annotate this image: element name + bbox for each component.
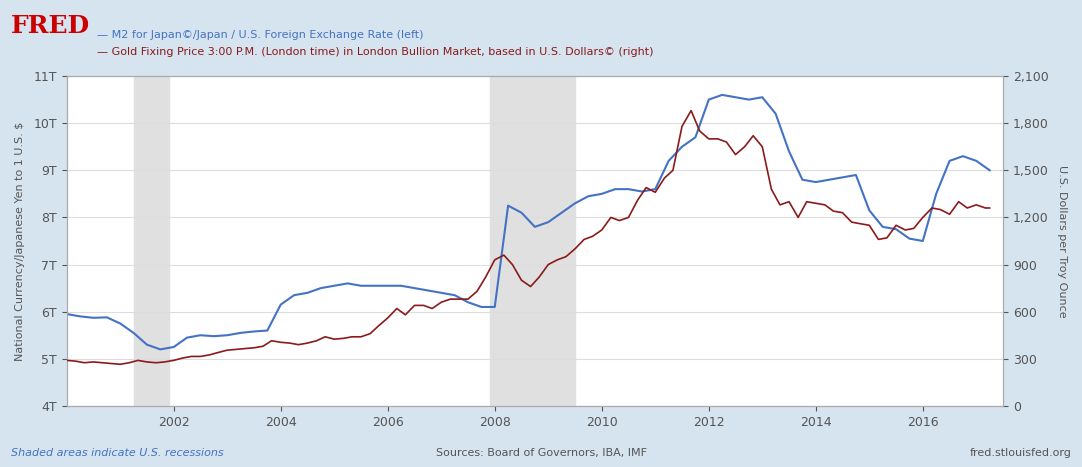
Text: — M2 for Japan©/Japan / U.S. Foreign Exchange Rate (left): — M2 for Japan©/Japan / U.S. Foreign Exc…: [97, 30, 424, 40]
Y-axis label: National Currency/Japanese Yen to 1 U.S. $: National Currency/Japanese Yen to 1 U.S.…: [15, 121, 25, 361]
Text: fred.stlouisfed.org: fred.stlouisfed.org: [969, 448, 1071, 458]
Bar: [490, 76, 575, 406]
Bar: [133, 76, 170, 406]
Y-axis label: U.S. Dollars per Troy Ounce: U.S. Dollars per Troy Ounce: [1057, 165, 1067, 317]
Text: Shaded areas indicate U.S. recessions: Shaded areas indicate U.S. recessions: [11, 448, 224, 458]
Text: Sources: Board of Governors, IBA, IMF: Sources: Board of Governors, IBA, IMF: [435, 448, 647, 458]
Text: FRED: FRED: [11, 14, 90, 38]
Text: — Gold Fixing Price 3:00 P.M. (London time) in London Bullion Market, based in U: — Gold Fixing Price 3:00 P.M. (London ti…: [97, 47, 654, 57]
